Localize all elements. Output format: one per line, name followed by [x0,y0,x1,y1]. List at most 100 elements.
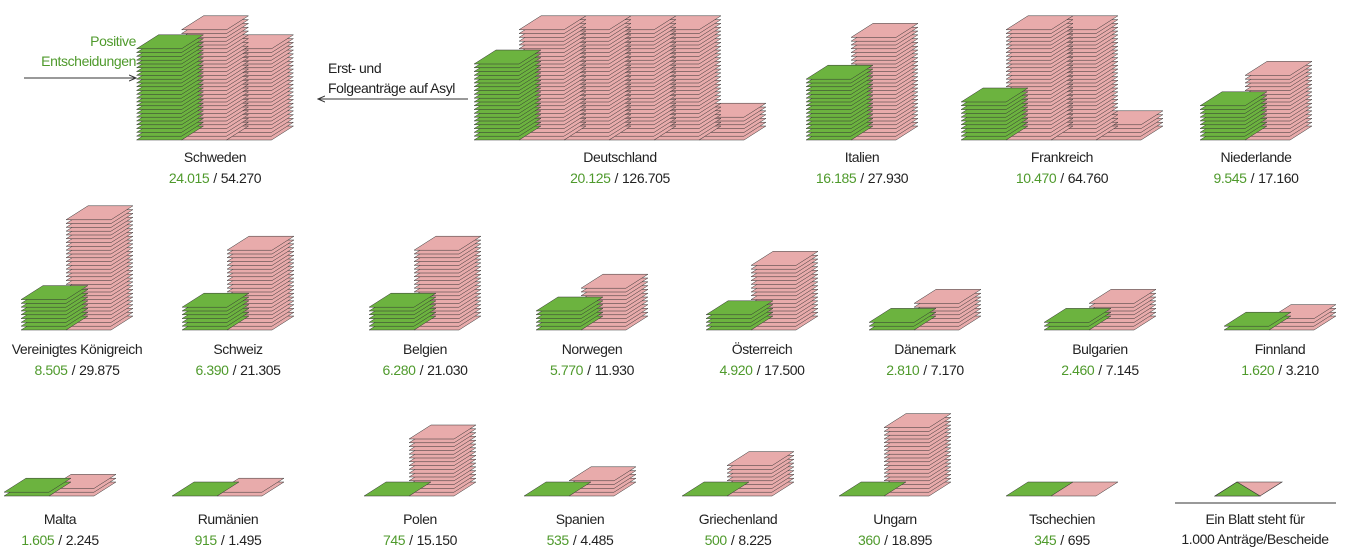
sheet [368,292,437,308]
applications-value: 29.875 [79,362,120,378]
positive-value: 5.770 [550,362,584,378]
country-name: Rumänien [198,511,259,527]
country-name: Tschechien [1029,511,1095,527]
country-name: Spanien [556,511,605,527]
applications-value: 21.305 [240,362,281,378]
applications-value: 54.270 [221,170,262,186]
legend-text: Ein Blatt steht für [1205,511,1305,527]
sheet [363,481,432,497]
separator: / [573,532,577,548]
applications-stack [913,289,982,331]
country-name: Belgien [403,341,447,357]
positive-stack [1223,311,1292,331]
figures: 8.505/29.875 [35,362,121,378]
applications-value: 7.170 [931,362,965,378]
figures: 745/15.150 [383,532,458,548]
figures: 4.920/17.500 [720,362,806,378]
sheet [408,424,477,440]
positive-stack [1199,91,1268,141]
figures: 2.810/7.170 [886,362,964,378]
positive-stack [171,481,240,497]
sheet [838,481,907,497]
positive-value: 2.460 [1061,362,1095,378]
applications-stack [518,15,767,141]
sheet [171,481,240,497]
positive-value: 16.185 [816,170,857,186]
applications-value: 17.160 [1258,170,1299,186]
country-name: Griechenland [699,511,777,527]
applications-value: 21.030 [427,362,468,378]
annotation: Folgeanträge auf Asyl [328,80,455,96]
figures: 500/8.225 [705,532,772,548]
sheet [1088,289,1157,304]
positive-stack [805,64,874,141]
sheet [1005,15,1074,31]
country-name: Italien [845,149,880,165]
applications-stack [408,424,477,497]
applications-value: 64.760 [1068,170,1109,186]
separator: / [1278,362,1282,378]
sheet [913,289,982,304]
country-name: Niederlande [1220,149,1292,165]
separator: / [72,362,76,378]
figures: 1.605/2.245 [21,532,99,548]
country-name: Finnland [1255,341,1306,357]
positive-value: 2.810 [886,362,920,378]
applications-value: 18.895 [892,532,933,548]
applications-stack [750,251,819,331]
sheet [681,481,750,497]
figures: 16.185/27.930 [816,170,909,186]
separator: / [757,362,761,378]
positive-value: 345 [1034,532,1057,548]
applications-value: 11.930 [595,362,635,378]
applications-value: 27.930 [868,170,909,186]
country-name: Österreich [732,340,793,357]
applications-stack [1005,15,1164,141]
positive-value: 535 [547,532,570,548]
sheet [883,413,952,428]
positive-stack [960,87,1029,141]
figures: 10.470/64.760 [1016,170,1109,186]
figures: 6.390/21.305 [196,362,282,378]
figures: 345/695 [1034,532,1090,548]
sheet [960,87,1029,103]
figures: 20.125/126.705 [570,170,670,186]
country-name: Dänemark [894,341,957,357]
positive-value: 9.545 [1214,170,1248,186]
positive-value: 24.015 [169,170,210,186]
applications-stack [568,466,637,497]
legend-text: 1.000 Anträge/Bescheide [1181,531,1329,547]
positive-stack [838,481,907,497]
figures: 9.545/17.160 [1214,170,1300,186]
separator: / [233,362,237,378]
country-name: Vereinigtes Königreich [12,341,143,357]
sheet [580,273,649,289]
positive-value: 915 [195,532,218,548]
separator: / [409,532,413,548]
sheet [850,23,919,38]
separator: / [587,362,591,378]
country-name: Bulgarien [1072,341,1128,357]
sheet [1223,311,1292,327]
applications-value: 4.485 [580,532,614,548]
positive-stack [1005,481,1074,497]
separator: / [860,170,864,186]
applications-stack [48,474,117,497]
positive-stack [363,481,432,497]
positive-stack [473,49,542,141]
separator: / [1060,170,1064,186]
positive-stack [705,300,774,331]
legend-sheet [1213,481,1284,497]
country-name: Schweden [184,149,246,165]
figures: 1.620/3.210 [1241,362,1319,378]
sheet [473,49,542,65]
sheet [518,15,587,31]
applications-value: 1.495 [228,532,262,548]
country-name: Polen [403,511,437,527]
positive-stack [1043,308,1112,331]
applications-stack [883,413,952,497]
sheet [226,235,295,251]
country-name: Deutschland [583,149,656,165]
sheet [65,205,134,221]
